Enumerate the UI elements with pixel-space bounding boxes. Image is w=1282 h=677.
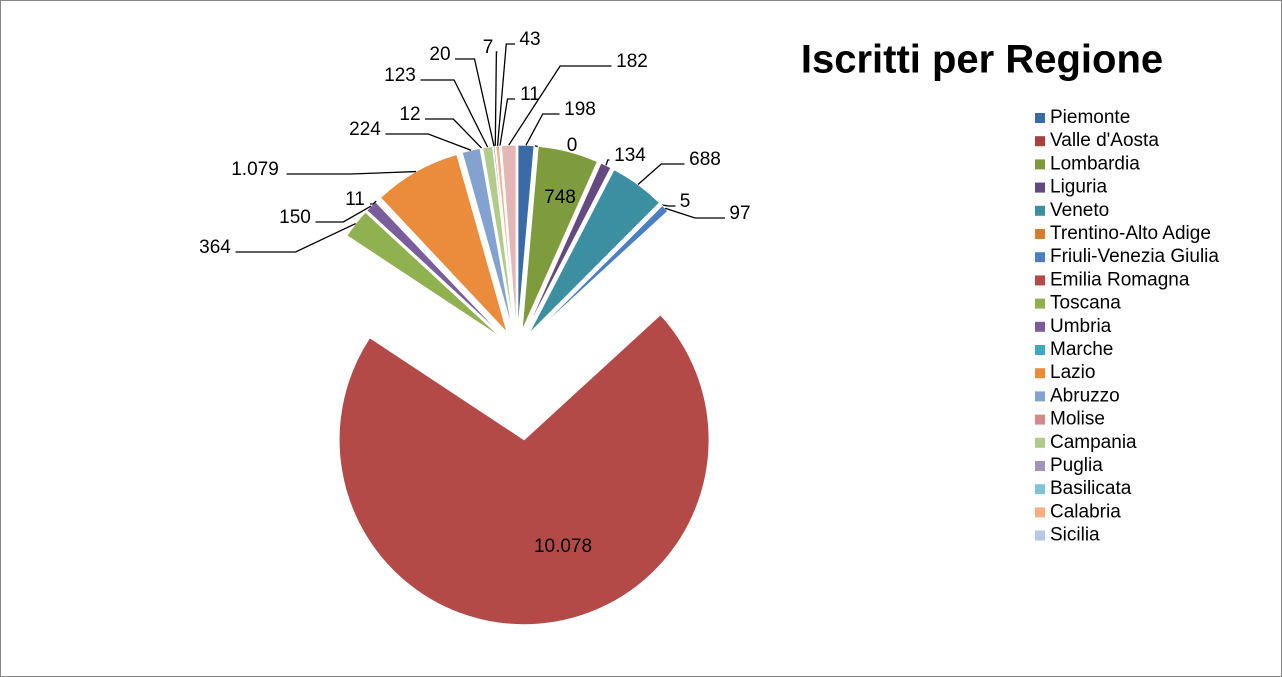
legend-swatch	[1035, 368, 1045, 379]
legend-swatch	[1035, 530, 1045, 541]
legend-swatch	[1035, 437, 1045, 448]
leader-line	[370, 200, 377, 205]
leader-line	[605, 159, 610, 166]
legend-label: Liguria	[1050, 177, 1107, 198]
data-label: 1.079	[231, 159, 279, 180]
legend-label: Valle d'Aosta	[1050, 130, 1159, 151]
legend-swatch	[1035, 205, 1045, 216]
data-label: 748	[544, 187, 576, 208]
legend-label: Basilicata	[1050, 478, 1132, 499]
pie-slice	[528, 168, 661, 335]
leader-line	[235, 222, 356, 253]
legend-label: Campania	[1050, 432, 1137, 453]
legend-swatch	[1035, 345, 1045, 355]
data-label: 10.078	[534, 536, 592, 557]
data-label: 20	[429, 44, 450, 65]
leader-line	[496, 43, 515, 146]
data-label: 688	[689, 149, 721, 170]
legend-swatch	[1035, 182, 1045, 193]
data-label: 198	[564, 99, 596, 120]
leader-line	[385, 133, 472, 151]
pie-slice	[525, 162, 612, 333]
leader-line	[494, 51, 498, 147]
leader-line	[508, 65, 612, 146]
pie-slice	[461, 147, 514, 331]
legend-swatch	[1035, 461, 1045, 471]
pie-slice	[346, 211, 502, 339]
data-label: 7	[483, 37, 494, 58]
legend-label: Calabria	[1050, 501, 1121, 522]
data-label: 0	[567, 135, 578, 156]
leader-line	[315, 205, 372, 223]
pie-slice	[500, 144, 517, 331]
data-label: 12	[399, 104, 420, 125]
leader-line	[661, 204, 676, 207]
legend-label: Piemonte	[1050, 107, 1130, 128]
leader-line	[425, 118, 483, 149]
legend-label: Marche	[1050, 339, 1113, 360]
data-label: 11	[345, 189, 365, 210]
pie-slice	[521, 145, 599, 331]
leader-line	[664, 207, 725, 219]
data-label: 224	[349, 119, 381, 140]
data-label: 43	[519, 29, 540, 50]
leader-line	[455, 58, 495, 147]
legend-swatch	[1035, 298, 1045, 309]
legend-swatch	[1035, 229, 1045, 239]
legend-swatch	[1035, 414, 1045, 425]
data-label: 5	[680, 191, 691, 212]
chart-title: Iscritti per Regione	[801, 38, 1163, 82]
data-label: 182	[616, 51, 648, 72]
data-label: 364	[199, 237, 231, 258]
legend-label: Abruzzo	[1050, 385, 1120, 406]
legend-swatch	[1035, 159, 1045, 170]
legend-swatch	[1035, 484, 1045, 495]
legend-label: Lombardia	[1050, 153, 1140, 174]
leader-line	[420, 79, 489, 148]
legend-swatch	[1035, 252, 1045, 263]
legend-swatch	[1035, 391, 1045, 402]
legend-swatch	[1035, 136, 1045, 147]
leader-line	[499, 98, 515, 146]
leader-line	[525, 113, 560, 146]
legend-label: Friuli-Venezia Giulia	[1050, 246, 1219, 267]
legend-label: Molise	[1050, 409, 1105, 430]
data-label: 134	[614, 145, 646, 166]
legend-label: Lazio	[1050, 362, 1095, 383]
legend-label: Trentino-Alto Adige	[1050, 223, 1211, 244]
legend-swatch	[1035, 113, 1045, 123]
leader-line	[637, 163, 685, 185]
legend-swatch	[1035, 275, 1045, 286]
data-label: 123	[384, 65, 416, 86]
legend-swatch	[1035, 507, 1045, 518]
data-label: 150	[279, 207, 311, 228]
legend-label: Puglia	[1050, 455, 1103, 476]
legend-label: Veneto	[1050, 200, 1109, 221]
legend-label: Umbria	[1050, 316, 1112, 337]
legend-swatch	[1035, 321, 1045, 332]
pie-slice	[338, 314, 710, 626]
data-label: 11	[520, 84, 540, 105]
legend-label: Emilia Romagna	[1050, 269, 1190, 290]
legend-label: Sicilia	[1050, 525, 1100, 546]
legend-label: Toscana	[1050, 293, 1121, 314]
leader-line	[286, 170, 417, 175]
data-label: 97	[729, 203, 750, 224]
